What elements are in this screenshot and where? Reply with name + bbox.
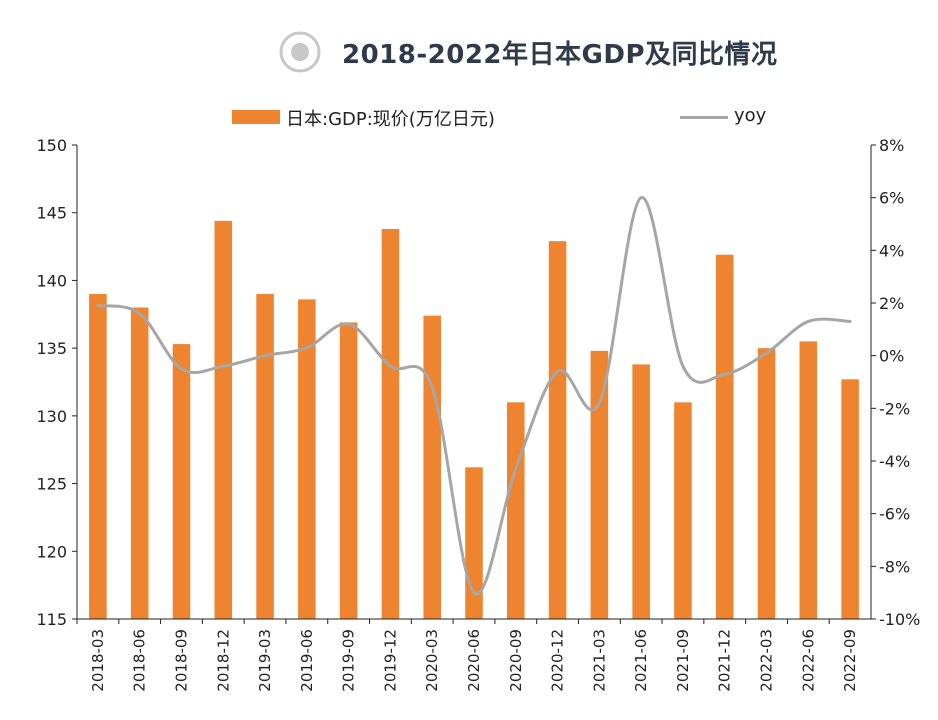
axes <box>72 144 876 624</box>
x-tick-label: 2020-09 <box>507 629 525 692</box>
y-right-tick-label: 0% <box>879 347 904 366</box>
x-tick-label: 2019-12 <box>381 629 399 692</box>
bar-2019-03 <box>256 293 274 619</box>
bar-2019-06 <box>298 299 316 619</box>
x-tick-label: 2018-06 <box>131 629 149 692</box>
bar-series <box>89 220 859 620</box>
y-left-tick-label: 115 <box>36 610 67 629</box>
x-tick-label: 2019-06 <box>298 629 316 692</box>
legend-bar-swatch <box>232 110 280 124</box>
x-tick-label: 2022-06 <box>799 629 817 692</box>
x-tick-label: 2021-09 <box>674 629 692 692</box>
y-left-tick-label: 140 <box>36 271 67 290</box>
bar-2019-12 <box>381 228 400 620</box>
legend-line-label: yoy <box>734 105 767 126</box>
x-tick-label: 2022-09 <box>841 629 859 692</box>
y-left-tick-label: 130 <box>36 407 67 426</box>
bar-2021-03 <box>590 350 609 619</box>
x-tick-label: 2021-03 <box>590 629 608 692</box>
x-tick-label: 2020-06 <box>465 629 483 692</box>
legend-line-swatch <box>680 116 728 119</box>
y-left-tick-label: 145 <box>36 204 67 223</box>
x-tick-label: 2018-09 <box>172 629 190 692</box>
bar-2022-03 <box>757 348 776 619</box>
bar-2022-06 <box>799 341 818 619</box>
bar-2021-06 <box>632 364 650 619</box>
bar-2018-12 <box>214 220 233 619</box>
bar-2018-06 <box>130 307 149 619</box>
y-right-tick-label: 8% <box>879 136 904 155</box>
y-right-tick-label: -4% <box>879 452 910 471</box>
y-right-tick-label: -10% <box>879 610 920 629</box>
x-tick-label: 2020-03 <box>423 629 441 692</box>
bar-2020-03 <box>423 315 441 619</box>
yoy-line <box>96 196 852 596</box>
title-badge-icon <box>279 31 321 73</box>
x-tick-label: 2021-06 <box>632 629 650 692</box>
x-tick-label: 2019-03 <box>256 629 274 692</box>
bar-2022-09 <box>841 379 859 619</box>
tick-labels: 150 145 140 135 130 125 120 115 8% 6% 4% 2% 0% -2% -4%… <box>36 136 920 692</box>
x-tick-label: 2021-12 <box>716 629 734 692</box>
x-tick-label: 2022-03 <box>758 629 776 692</box>
y-left-tick-label: 125 <box>36 475 67 494</box>
legend-bar-label: 日本:GDP:现价(万亿日元) <box>286 109 495 130</box>
y-left-tick-label: 135 <box>36 339 67 358</box>
x-tick-label: 2020-12 <box>549 629 567 692</box>
chart-title: 2018-2022年日本GDP及同比情况 <box>342 40 778 70</box>
bar-2020-06 <box>465 467 483 619</box>
y-left-tick-label: 150 <box>36 136 67 155</box>
y-left-tick-label: 120 <box>36 542 67 561</box>
x-tick-label: 2019-09 <box>340 629 358 692</box>
y-right-tick-label: -8% <box>879 557 910 576</box>
y-right-tick-label: 4% <box>879 241 904 260</box>
y-right-tick-label: 2% <box>879 294 904 313</box>
y-right-tick-label: -6% <box>879 505 910 524</box>
chart-title-area: 2018-2022年日本GDP及同比情况 <box>0 30 938 74</box>
y-right-tick-label: 6% <box>879 189 904 208</box>
bar-2018-03 <box>89 293 107 619</box>
bar-2021-09 <box>674 402 692 619</box>
bar-2019-09 <box>339 322 358 619</box>
x-tick-label: 2018-12 <box>214 629 232 692</box>
bar-2020-12 <box>548 241 567 619</box>
y-right-tick-label: -2% <box>879 399 910 418</box>
x-tick-label: 2018-03 <box>89 629 107 692</box>
legend: 日本:GDP:现价(万亿日元) yoy <box>0 100 938 134</box>
bar-2020-09 <box>507 402 525 619</box>
bar-2018-09 <box>172 344 191 619</box>
bar-2021-12 <box>715 254 734 619</box>
